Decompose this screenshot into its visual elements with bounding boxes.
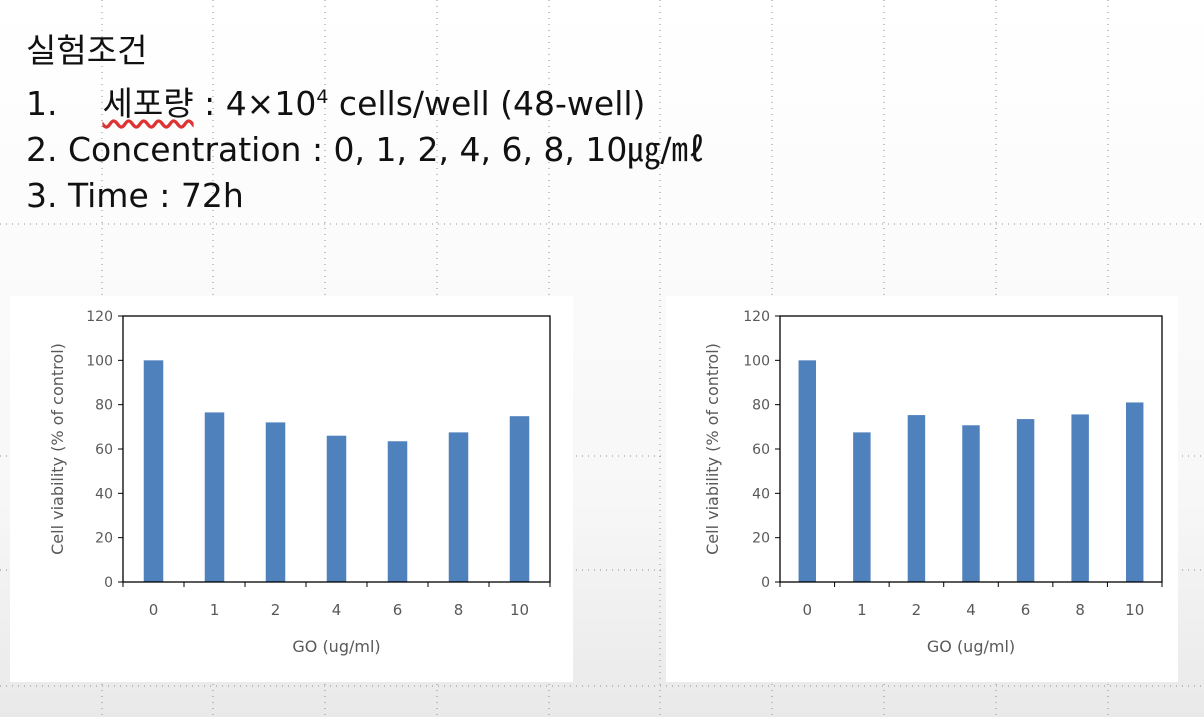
y-tick-label: 100	[86, 353, 113, 369]
bar-chart-left: 0 20 40 60 80 100 120 0 1 2 4 6 8 10 GO (ug/ml) Cell vi…	[48, 309, 551, 656]
condition-value-suffix: cells/well (48-well)	[328, 84, 646, 123]
bar	[143, 360, 164, 582]
y-axis-title: Cell viability (% of control)	[48, 343, 67, 555]
y-tick-label: 40	[752, 486, 770, 502]
y-axis-title: Cell viability (% of control)	[703, 343, 722, 555]
x-tick-label: 0	[149, 601, 159, 619]
bar	[265, 422, 286, 582]
conditions-heading: 실험조건	[26, 31, 148, 70]
condition-label: 세포량	[102, 84, 194, 123]
y-tick-label: 40	[95, 486, 113, 502]
bar	[962, 425, 980, 582]
x-tick-label: 10	[510, 601, 529, 619]
x-tick-label: 6	[1021, 601, 1031, 619]
condition-number: 3.	[26, 176, 58, 215]
y-tick-label: 0	[104, 575, 113, 591]
y-tick-label: 60	[95, 442, 113, 458]
x-tick-label: 10	[1125, 601, 1144, 619]
bar	[509, 416, 530, 582]
x-tick-label: 8	[1075, 601, 1085, 619]
y-tick-label: 100	[743, 353, 770, 369]
condition-time: 3. Time : 72h	[26, 173, 705, 219]
bar	[1016, 419, 1035, 582]
x-axis-title: GO (ug/ml)	[292, 637, 380, 656]
y-tick-label: 80	[95, 398, 113, 414]
bar	[204, 412, 225, 582]
condition-text: Time : 72h	[68, 176, 244, 215]
bar	[326, 435, 347, 582]
chart-panel-left: 0 20 40 60 80 100 120 0 1 2 4 6 8 10 GO (ug/ml) Cell vi…	[10, 296, 573, 682]
x-tick-label: 0	[803, 601, 813, 619]
bar	[448, 432, 469, 582]
y-tick-label: 0	[761, 575, 770, 591]
x-tick-label: 6	[393, 601, 403, 619]
x-tick-label: 4	[966, 601, 976, 619]
bar	[1071, 414, 1089, 582]
x-tick-label: 4	[332, 601, 342, 619]
condition-value: : 4×10	[193, 84, 317, 123]
bar	[853, 432, 871, 582]
condition-number: 2.	[26, 130, 58, 169]
y-tick-label: 120	[743, 309, 770, 325]
y-tick-label: 20	[95, 531, 113, 547]
bar-chart-right: 0 20 40 60 80 100 120 0 1 2 4 6 8 10 GO (ug/ml) Cell vi…	[703, 309, 1163, 656]
y-tick-label: 20	[752, 531, 770, 547]
y-tick-label: 120	[86, 309, 113, 325]
experiment-conditions: 실험조건 1. 세포량 : 4×104 cells/well (48-well)…	[26, 28, 705, 219]
condition-text: Concentration : 0, 1, 2, 4, 6, 8, 10㎍/㎖	[68, 130, 705, 169]
condition-concentration: 2. Concentration : 0, 1, 2, 4, 6, 8, 10㎍…	[26, 127, 705, 173]
condition-cell-count: 1. 세포량 : 4×104 cells/well (48-well)	[26, 74, 705, 127]
bar	[798, 360, 817, 582]
x-tick-label: 1	[857, 601, 867, 619]
y-tick-label: 60	[752, 442, 770, 458]
bar	[1125, 402, 1144, 582]
x-tick-label: 2	[271, 601, 281, 619]
chart-panel-right: 0 20 40 60 80 100 120 0 1 2 4 6 8 10 GO (ug/ml) Cell vi…	[666, 296, 1178, 682]
x-tick-label: 2	[912, 601, 922, 619]
condition-superscript: 4	[316, 86, 329, 108]
x-axis-title: GO (ug/ml)	[927, 637, 1015, 656]
x-tick-label: 1	[210, 601, 220, 619]
x-tick-label: 8	[454, 601, 464, 619]
y-tick-label: 80	[752, 398, 770, 414]
bar	[387, 441, 408, 582]
condition-number: 1.	[26, 84, 58, 123]
bar	[907, 415, 926, 582]
